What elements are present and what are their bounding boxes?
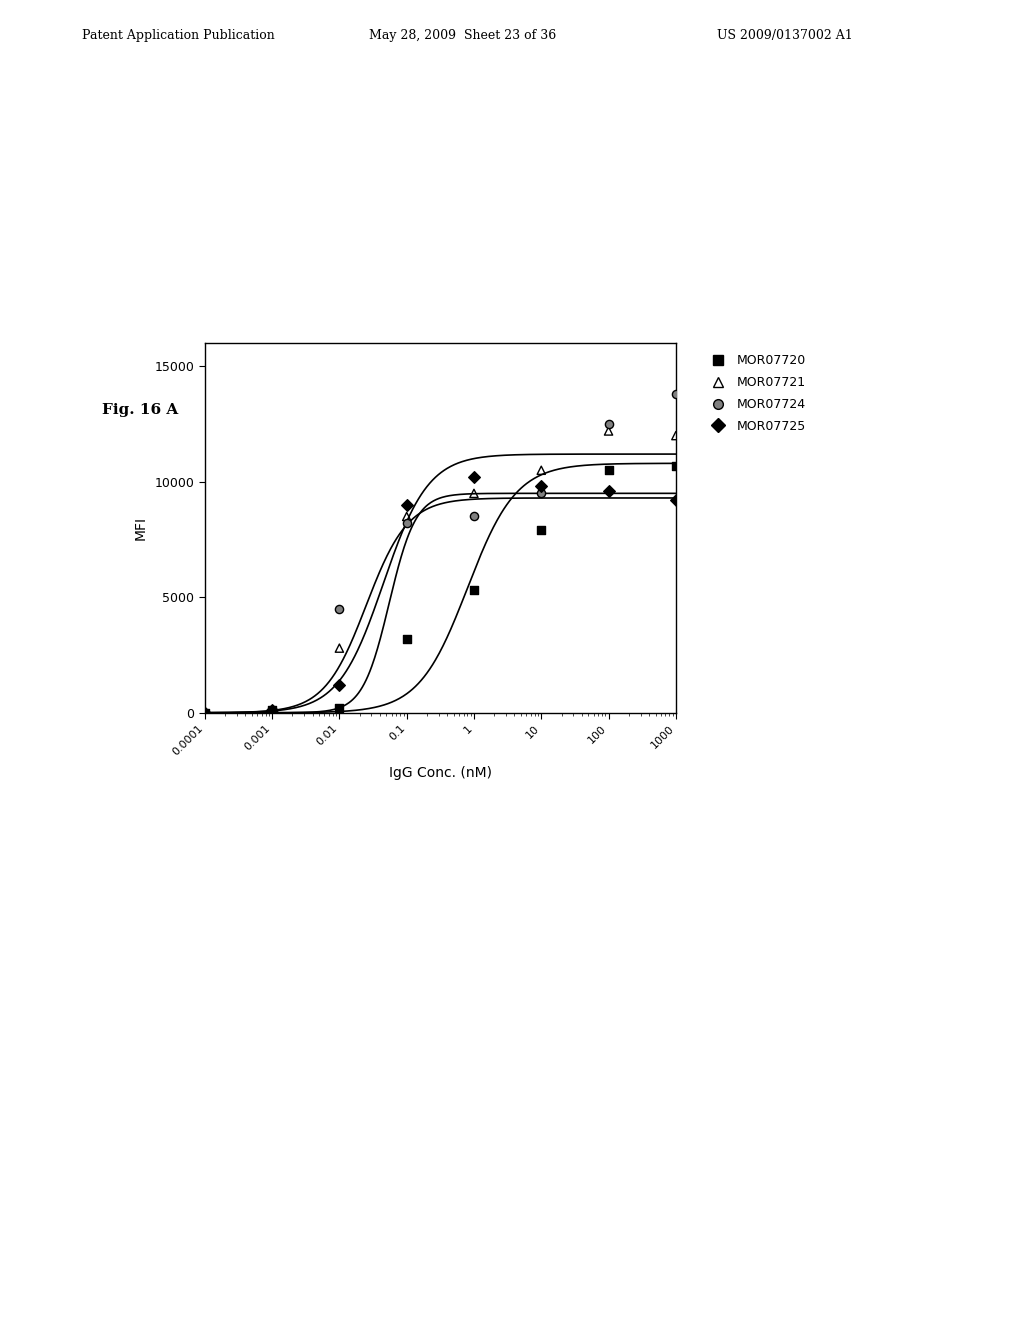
Point bbox=[466, 579, 482, 601]
Point bbox=[398, 494, 415, 515]
Legend: MOR07720, MOR07721, MOR07724, MOR07725: MOR07720, MOR07721, MOR07724, MOR07725 bbox=[701, 350, 811, 438]
Text: Fig. 16 A: Fig. 16 A bbox=[102, 403, 178, 417]
Point bbox=[197, 702, 213, 723]
Point bbox=[264, 700, 281, 721]
X-axis label: IgG Conc. (nM): IgG Conc. (nM) bbox=[389, 766, 492, 780]
Point bbox=[668, 490, 684, 511]
Point bbox=[331, 675, 347, 696]
Point bbox=[668, 455, 684, 477]
Text: May 28, 2009  Sheet 23 of 36: May 28, 2009 Sheet 23 of 36 bbox=[369, 29, 556, 42]
Y-axis label: MFI: MFI bbox=[133, 516, 147, 540]
Point bbox=[197, 702, 213, 723]
Text: US 2009/0137002 A1: US 2009/0137002 A1 bbox=[717, 29, 853, 42]
Point bbox=[398, 506, 415, 527]
Point bbox=[331, 638, 347, 659]
Point bbox=[534, 475, 550, 496]
Point bbox=[264, 700, 281, 721]
Point bbox=[534, 483, 550, 504]
Point bbox=[668, 383, 684, 404]
Point bbox=[264, 700, 281, 721]
Point bbox=[197, 702, 213, 723]
Point bbox=[466, 506, 482, 527]
Point bbox=[264, 700, 281, 721]
Point bbox=[331, 598, 347, 619]
Point bbox=[600, 480, 616, 502]
Point bbox=[331, 697, 347, 718]
Point bbox=[668, 425, 684, 446]
Point bbox=[534, 459, 550, 480]
Point bbox=[534, 520, 550, 541]
Point bbox=[398, 628, 415, 649]
Text: Patent Application Publication: Patent Application Publication bbox=[82, 29, 274, 42]
Point bbox=[466, 483, 482, 504]
Point bbox=[466, 467, 482, 488]
Point bbox=[197, 702, 213, 723]
Point bbox=[398, 512, 415, 533]
Point bbox=[600, 413, 616, 434]
Point bbox=[600, 420, 616, 441]
Point bbox=[600, 459, 616, 480]
